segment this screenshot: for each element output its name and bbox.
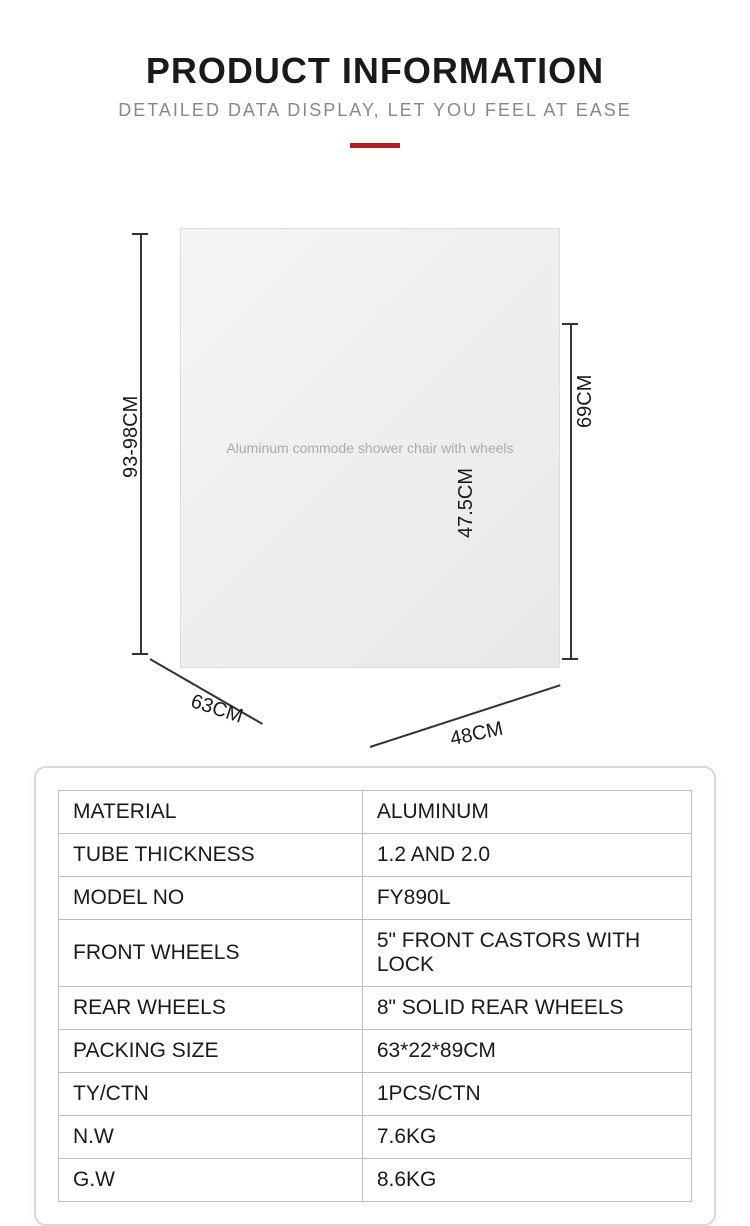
spec-table-body: MATERIALALUMINUM TUBE THICKNESS1.2 AND 2…	[59, 791, 692, 1202]
page-subtitle: DETAILED DATA DISPLAY, LET YOU FEEL AT E…	[0, 100, 750, 121]
spec-label: N.W	[59, 1116, 363, 1159]
spec-value: 5" FRONT CASTORS WITH LOCK	[362, 920, 691, 987]
dim-overall-height: 93-98CM	[120, 396, 143, 478]
spec-label: REAR WHEELS	[59, 987, 363, 1030]
product-image: Aluminum commode shower chair with wheel…	[180, 228, 560, 668]
dim-line-armrest	[570, 323, 572, 658]
table-row: PACKING SIZE63*22*89CM	[59, 1030, 692, 1073]
spec-value: 8" SOLID REAR WHEELS	[362, 987, 691, 1030]
dim-tick	[562, 323, 578, 325]
spec-value: ALUMINUM	[362, 791, 691, 834]
header-section: PRODUCT INFORMATION DETAILED DATA DISPLA…	[0, 0, 750, 148]
dim-seat-height: 47.5CM	[455, 468, 478, 538]
dim-width: 48CM	[448, 718, 505, 752]
spec-table: MATERIALALUMINUM TUBE THICKNESS1.2 AND 2…	[58, 790, 692, 1202]
spec-label: G.W	[59, 1159, 363, 1202]
spec-label: FRONT WHEELS	[59, 920, 363, 987]
dimension-diagram: Aluminum commode shower chair with wheel…	[0, 168, 750, 748]
spec-table-container: MATERIALALUMINUM TUBE THICKNESS1.2 AND 2…	[34, 766, 716, 1226]
product-image-alt: Aluminum commode shower chair with wheel…	[226, 440, 513, 456]
table-row: REAR WHEELS8" SOLID REAR WHEELS	[59, 987, 692, 1030]
table-row: MODEL NOFY890L	[59, 877, 692, 920]
page-title: PRODUCT INFORMATION	[0, 50, 750, 92]
spec-value: 63*22*89CM	[362, 1030, 691, 1073]
table-row: TUBE THICKNESS1.2 AND 2.0	[59, 834, 692, 877]
spec-label: PACKING SIZE	[59, 1030, 363, 1073]
spec-label: TY/CTN	[59, 1073, 363, 1116]
dim-armrest-height: 69CM	[574, 375, 597, 428]
dim-tick	[562, 658, 578, 660]
spec-value: 7.6KG	[362, 1116, 691, 1159]
spec-value: FY890L	[362, 877, 691, 920]
table-row: FRONT WHEELS5" FRONT CASTORS WITH LOCK	[59, 920, 692, 987]
accent-divider	[350, 143, 400, 148]
spec-label: MODEL NO	[59, 877, 363, 920]
table-row: MATERIALALUMINUM	[59, 791, 692, 834]
table-row: G.W8.6KG	[59, 1159, 692, 1202]
table-row: N.W7.6KG	[59, 1116, 692, 1159]
dim-tick	[132, 653, 148, 655]
spec-value: 1PCS/CTN	[362, 1073, 691, 1116]
spec-value: 8.6KG	[362, 1159, 691, 1202]
spec-label: MATERIAL	[59, 791, 363, 834]
spec-value: 1.2 AND 2.0	[362, 834, 691, 877]
table-row: TY/CTN1PCS/CTN	[59, 1073, 692, 1116]
spec-label: TUBE THICKNESS	[59, 834, 363, 877]
dim-tick	[132, 233, 148, 235]
